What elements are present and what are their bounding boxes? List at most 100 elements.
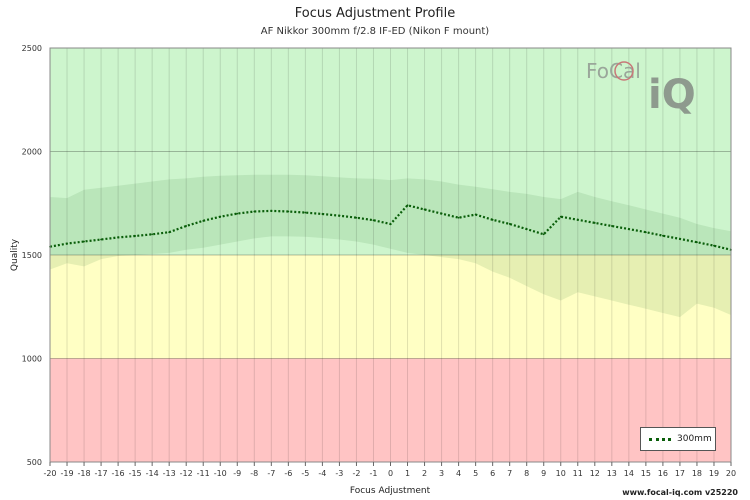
x-tick-label: 12 (590, 469, 600, 478)
data-point (219, 215, 222, 218)
zone-good (50, 48, 731, 255)
x-axis-title: Focus Adjustment (350, 486, 431, 496)
x-tick-label: -17 (95, 469, 108, 478)
data-point (662, 234, 664, 237)
data-point (321, 213, 324, 215)
x-tick-label: 11 (573, 469, 583, 478)
x-tick-label: 7 (507, 469, 512, 478)
logo-lens-icon (614, 61, 634, 81)
x-tick-label: -11 (197, 469, 210, 478)
x-tick-label: -1 (369, 469, 377, 478)
data-point (287, 210, 290, 213)
logo-word-iq: iQ (648, 72, 696, 116)
chart-subtitle: AF Nikkor 300mm f/2.8 IF-ED (Nikon F mou… (260, 26, 490, 37)
y-tick-label: 500 (27, 458, 42, 467)
y-tick-label: 1500 (22, 251, 42, 260)
x-tick-label: 16 (658, 469, 668, 478)
x-tick-label: -2 (352, 469, 360, 478)
zone-fair (50, 255, 731, 359)
data-point (423, 208, 426, 211)
x-tick-label: -10 (214, 469, 227, 478)
x-tick-label: -8 (250, 469, 258, 478)
x-tick-label: 3 (439, 469, 444, 478)
x-tick-label: 18 (692, 469, 702, 478)
data-point (304, 211, 307, 214)
data-point (168, 231, 171, 234)
data-point (270, 210, 273, 212)
data-point (134, 235, 137, 237)
data-point (151, 233, 154, 236)
zone-poor (50, 358, 731, 462)
legend: 300mm (640, 427, 716, 451)
data-point (338, 214, 341, 217)
y-tick-label: 2000 (22, 148, 42, 157)
x-tick-label: 13 (607, 469, 617, 478)
y-tick-label: 2500 (22, 44, 42, 53)
data-point (236, 212, 239, 215)
x-tick-label: 4 (456, 469, 461, 478)
data-point (457, 216, 460, 219)
x-tick-label: -3 (335, 469, 343, 478)
y-tick-label: 1000 (22, 355, 42, 364)
x-tick-label: -12 (180, 469, 193, 478)
axes: -20 -19 -18 -17 -16 -15 -14 -13 -12 -11 -10 -9 -8 -7-… (22, 44, 736, 478)
x-tick-label: 2 (422, 469, 427, 478)
confidence-band (50, 174, 731, 318)
data-point (372, 219, 375, 222)
x-tick-label: -4 (318, 469, 326, 478)
data-point (253, 210, 256, 213)
data-point (202, 219, 205, 222)
x-tick-label: 9 (541, 469, 546, 478)
data-point (679, 237, 681, 240)
data-point (474, 213, 477, 216)
legend-swatch-icon (649, 437, 671, 441)
band-300mm (50, 174, 731, 318)
x-tick-label: -5 (301, 469, 309, 478)
data-point (117, 236, 119, 239)
x-tick-label: 6 (490, 469, 495, 478)
x-tick-label: -6 (284, 469, 292, 478)
x-tick-label: -20 (43, 469, 56, 478)
x-tick-label: -19 (60, 469, 73, 478)
x-tick-label: 8 (524, 469, 529, 478)
x-tick-label: -15 (129, 469, 142, 478)
data-point (83, 240, 85, 243)
y-axis-title: Quality (10, 238, 20, 271)
chart-title: Focus Adjustment Profile (294, 6, 456, 21)
data-point (696, 241, 698, 244)
x-tick-label: 15 (641, 469, 651, 478)
x-tick-label: -7 (267, 469, 275, 478)
data-point (491, 218, 494, 221)
x-tick-label: -18 (78, 469, 91, 478)
data-point (389, 223, 392, 225)
data-point (610, 225, 613, 227)
data-point (593, 222, 596, 224)
data-point (525, 228, 528, 231)
x-tick-label: 20 (726, 469, 736, 478)
data-point (66, 242, 68, 245)
x-tick-label: 19 (709, 469, 719, 478)
x-tick-label: 0 (388, 469, 393, 478)
legend-label: 300mm (677, 434, 712, 444)
data-point (713, 244, 715, 247)
data-point (406, 204, 409, 207)
x-tick-label: 5 (473, 469, 478, 478)
data-point (185, 225, 188, 227)
logo-word-focal: FoCal (586, 59, 641, 83)
x-tick-label: 17 (675, 469, 685, 478)
footer-url: www.focal-iq.com v25220 (622, 488, 738, 497)
data-point (644, 231, 647, 234)
x-tick-label: -16 (112, 469, 125, 478)
data-point (627, 228, 630, 231)
x-tick-label: 10 (556, 469, 566, 478)
focal-iq-logo: FoCal iQ (584, 56, 712, 118)
quality-zones (50, 48, 731, 462)
x-tick-label: -13 (163, 469, 176, 478)
x-tick-label: -14 (146, 469, 159, 478)
x-tick-label: -9 (233, 469, 241, 478)
x-tick-label: 14 (624, 469, 634, 478)
data-point (508, 223, 511, 225)
data-point (440, 212, 443, 215)
data-point (355, 216, 358, 219)
